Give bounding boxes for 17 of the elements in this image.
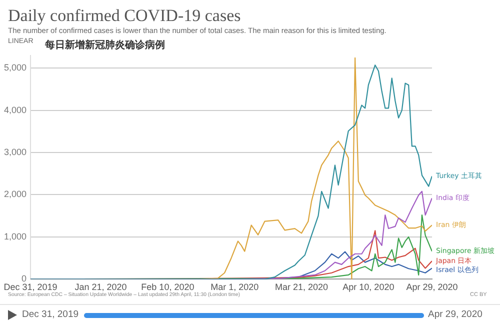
chart-title: Daily confirmed COVID-19 cases xyxy=(8,6,241,26)
text: 每日新增新冠肺炎确诊病例 xyxy=(45,38,165,52)
text: Apr 29, 2020 xyxy=(428,309,482,320)
text: Dec 31, 2019 xyxy=(22,309,79,320)
x-tick-label: Mar 21, 2020 xyxy=(274,282,328,292)
y-tick-label: 1,000 xyxy=(4,231,27,242)
y-tick-label: 4,000 xyxy=(4,104,27,115)
x-tick-label: Apr 29, 2020 xyxy=(406,282,458,292)
x-tick-label: Dec 31, 2019 xyxy=(4,282,58,292)
y-tick-label: 5,000 xyxy=(4,62,27,73)
x-tick-label: Jan 21, 2020 xyxy=(74,282,127,292)
x-tick-label: Mar 1, 2020 xyxy=(210,282,259,292)
x-tick-label: Apr 10, 2020 xyxy=(342,282,394,292)
y-tick-label: 3,000 xyxy=(4,147,27,158)
x-tick-label: Feb 10, 2020 xyxy=(141,282,194,292)
y-tick-label: 2,000 xyxy=(4,189,27,200)
y-tick-label: 0 xyxy=(22,274,27,284)
